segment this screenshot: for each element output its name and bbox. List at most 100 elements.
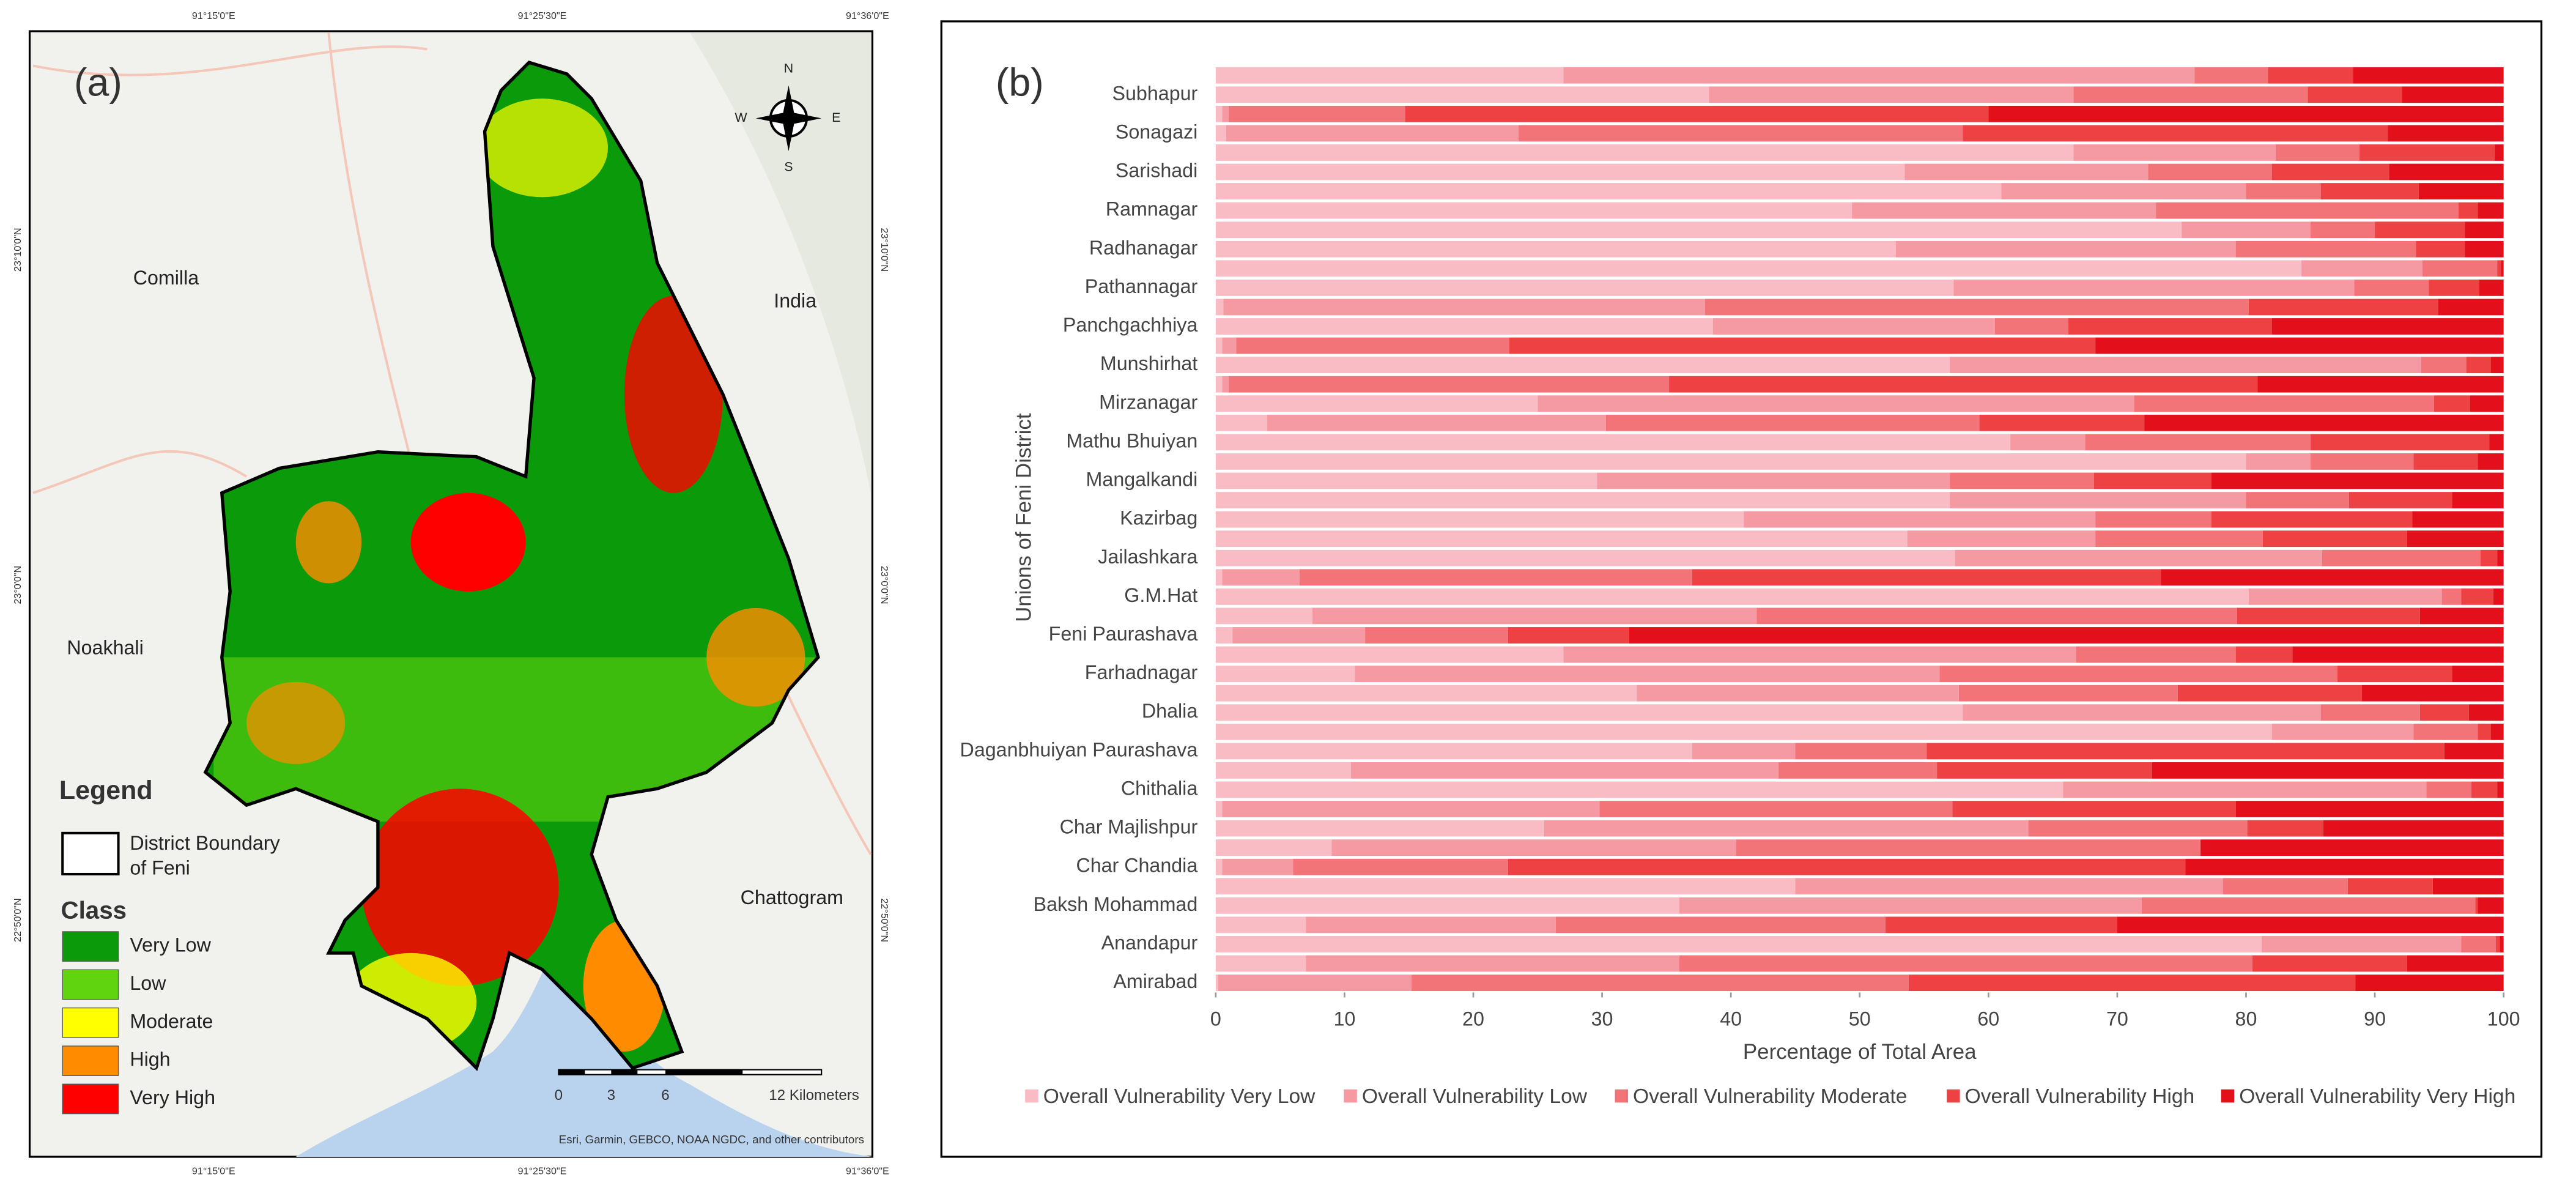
bar-segment bbox=[1215, 511, 1744, 528]
bar-segment bbox=[2432, 878, 2504, 895]
bar-segment bbox=[1215, 607, 1312, 625]
bar-segment bbox=[2501, 260, 2504, 277]
bar-segment bbox=[2458, 202, 2478, 219]
bar-segment bbox=[1215, 453, 2246, 470]
x-tick-label: 10 bbox=[1333, 1008, 1355, 1030]
bar-segment bbox=[1939, 666, 2338, 683]
bar-segment bbox=[1544, 820, 2029, 837]
bar-segment bbox=[1306, 916, 1556, 934]
legend-swatch bbox=[2221, 1089, 2235, 1103]
bar-segment bbox=[1222, 801, 1600, 817]
bar-segment bbox=[1885, 916, 2117, 934]
bar-segment bbox=[2156, 202, 2459, 219]
bar-segment bbox=[1215, 936, 2262, 952]
bar-segment bbox=[1215, 472, 1597, 489]
bar-segment bbox=[1215, 685, 1637, 702]
legend-label: Overall Vulnerability High bbox=[1965, 1085, 2195, 1108]
bar-segment bbox=[1712, 318, 1995, 335]
scale-bar bbox=[558, 1069, 823, 1075]
bar-segment bbox=[1215, 337, 1223, 354]
bar-segment bbox=[1994, 318, 2068, 335]
bar-segment bbox=[1215, 125, 1226, 142]
y-tick-label: Mirzanagar bbox=[1099, 391, 1197, 413]
compass-label: E bbox=[832, 110, 840, 125]
bar-segment bbox=[1518, 125, 1963, 142]
bar-segment bbox=[1215, 955, 1306, 972]
y-tick-label: Dhalia bbox=[1142, 700, 1197, 722]
bar-segment bbox=[1963, 704, 2321, 721]
y-tick-label: Sonagazi bbox=[1116, 121, 1197, 143]
bar-segment bbox=[2323, 820, 2504, 837]
bar-segment bbox=[1679, 955, 2253, 972]
bar-segment bbox=[2271, 723, 2414, 740]
bar-segment bbox=[2337, 666, 2452, 683]
bar-segment bbox=[1215, 144, 2074, 161]
coord-label: 91°25'30"E bbox=[518, 10, 567, 21]
bar-segment bbox=[2497, 781, 2504, 798]
bar-segment bbox=[2500, 936, 2504, 952]
bar-segment bbox=[1795, 743, 1927, 760]
scale-label: 0 bbox=[555, 1087, 563, 1104]
bar-segment bbox=[2223, 878, 2348, 895]
bar-segment bbox=[1908, 975, 2356, 991]
bar-segment bbox=[2271, 163, 2389, 180]
bar-segment bbox=[2470, 395, 2504, 412]
bar-segment bbox=[1215, 202, 1852, 219]
bar-segment bbox=[1215, 839, 1332, 856]
x-tick-label: 90 bbox=[2364, 1008, 2386, 1030]
y-tick-label: Radhanagar bbox=[1089, 237, 1198, 259]
bar-segment bbox=[1955, 549, 2322, 566]
bar-segment bbox=[2199, 839, 2201, 856]
bar-segment bbox=[2418, 183, 2504, 200]
y-tick-label: Mangalkandi bbox=[1086, 469, 1198, 491]
bar-segment bbox=[2320, 183, 2419, 200]
bar-segment bbox=[1215, 801, 1223, 817]
bar-segment bbox=[1215, 569, 1223, 586]
bar-segment bbox=[2493, 588, 2504, 605]
bar-segment bbox=[1223, 299, 1706, 316]
compass-label: N bbox=[784, 61, 794, 75]
y-tick-label: Daganbhuiyan Paurashava bbox=[960, 738, 1198, 760]
bar-segment bbox=[2438, 299, 2504, 316]
bar-segment bbox=[2465, 221, 2504, 239]
bar-segment bbox=[1215, 897, 1679, 914]
boundary-swatch bbox=[61, 831, 120, 875]
x-tick-label: 30 bbox=[1591, 1008, 1613, 1030]
bar-segment bbox=[2068, 318, 2272, 335]
class-label: Low bbox=[130, 972, 166, 994]
y-tick-label: Sarishadi bbox=[1116, 160, 1197, 182]
y-tick-label: Char Majlishpur bbox=[1060, 816, 1198, 838]
bar-segment bbox=[2262, 530, 2407, 548]
bar-segment bbox=[1215, 240, 1896, 258]
bar-segment bbox=[1509, 337, 2096, 354]
bar-segment bbox=[2422, 260, 2498, 277]
panel-label: (a) bbox=[74, 61, 122, 105]
bar-segment bbox=[2134, 395, 2434, 412]
bar-segment bbox=[1599, 801, 1953, 817]
bar-segment bbox=[2441, 588, 2462, 605]
bar-segment bbox=[1963, 125, 2388, 142]
class-swatch bbox=[62, 1045, 119, 1076]
bar-segment bbox=[2496, 936, 2500, 952]
legend-label: Overall Vulnerability Very Low bbox=[1043, 1085, 1316, 1108]
bar-segment bbox=[1405, 105, 1989, 122]
bar-segment bbox=[2076, 646, 2236, 663]
bar-segment bbox=[2252, 955, 2407, 972]
x-tick-label: 60 bbox=[1977, 1008, 1999, 1030]
bar-segment bbox=[2237, 607, 2420, 625]
bar-segment bbox=[1563, 67, 2195, 84]
bar-segment bbox=[2073, 144, 2276, 161]
bar-segment bbox=[1215, 588, 2249, 605]
bar-segment bbox=[2200, 839, 2504, 856]
bar-segment bbox=[2347, 878, 2433, 895]
bar-segment bbox=[1508, 858, 2186, 875]
bar-segment bbox=[1778, 762, 1938, 779]
class-label: Very Low bbox=[130, 934, 211, 956]
bar-segment bbox=[1215, 376, 1223, 393]
bar-segment bbox=[1267, 414, 1606, 431]
bar-segment bbox=[1756, 607, 2237, 625]
bar-segment bbox=[2308, 86, 2402, 103]
bar-segment bbox=[2452, 492, 2504, 508]
bar-segment bbox=[2063, 781, 2427, 798]
